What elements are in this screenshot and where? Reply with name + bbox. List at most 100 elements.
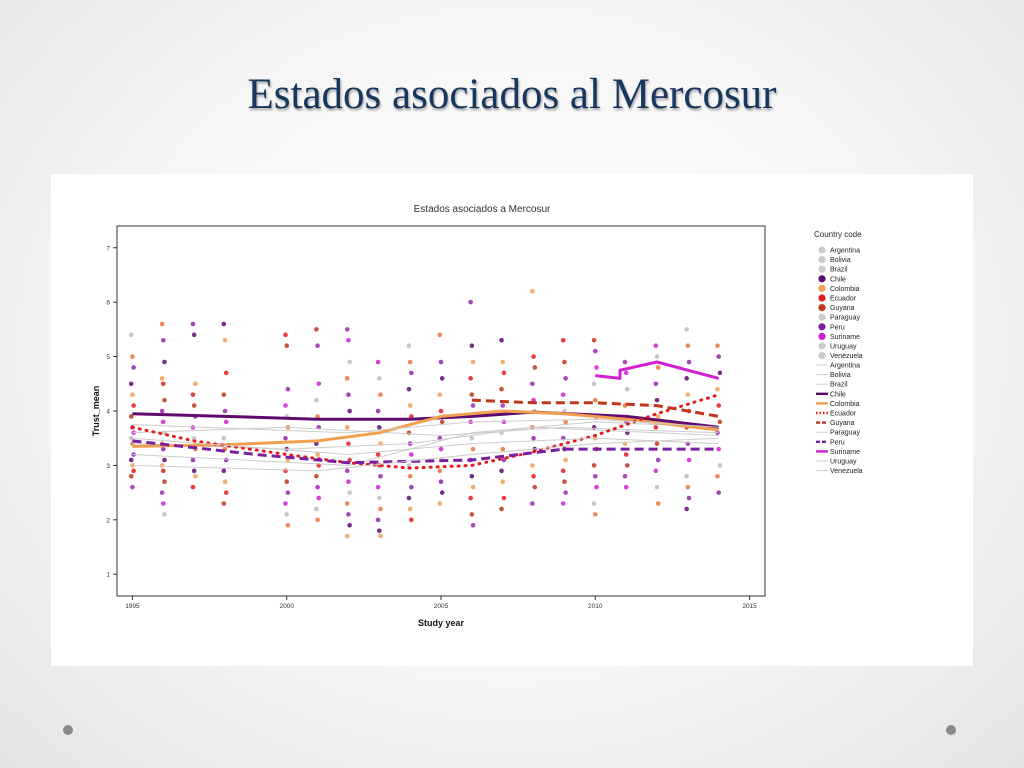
x-tick-label: 2010 (588, 603, 603, 610)
data-point (375, 517, 381, 523)
data-point (409, 517, 414, 523)
data-point (376, 528, 382, 534)
data-point (160, 446, 166, 452)
data-point (684, 327, 689, 332)
data-point (221, 321, 227, 327)
data-point (591, 425, 597, 430)
legend-point-argentina (818, 246, 826, 254)
slide-title: Estados asociados al Mercosur (247, 71, 777, 118)
data-point (684, 376, 689, 381)
nav-dot-left (63, 725, 73, 735)
data-point (130, 392, 135, 397)
data-point (532, 365, 538, 370)
legend-label: Venezuela (830, 468, 863, 475)
data-point (653, 425, 659, 430)
legend-label: Colombia (830, 286, 860, 293)
data-point (315, 484, 320, 490)
data-point (470, 522, 476, 528)
data-point (437, 468, 443, 474)
data-point (347, 522, 352, 528)
data-point (439, 490, 445, 495)
data-point (347, 490, 352, 495)
data-point (315, 517, 320, 523)
data-point (622, 359, 628, 365)
data-point (347, 408, 352, 414)
data-point (407, 473, 413, 479)
data-point (222, 337, 228, 343)
data-point (530, 463, 535, 468)
data-point (685, 484, 691, 490)
legend-label: Peru (830, 439, 845, 446)
data-point (314, 506, 319, 512)
data-point (501, 370, 507, 376)
trend-line-bolivia (132, 421, 719, 466)
data-point (160, 337, 166, 343)
axes: 1995 2000 2005 2010 2015 1 2 3 4 5 6 7 (106, 245, 757, 610)
data-point (347, 457, 352, 463)
legend-label: Venezuela (830, 353, 863, 360)
data-point (378, 473, 383, 479)
data-point (437, 332, 443, 338)
legend-label: Ecuador (830, 411, 857, 418)
data-point (470, 403, 476, 408)
data-point (654, 441, 660, 446)
data-point (591, 463, 597, 468)
legend-point-chile (818, 275, 826, 283)
data-point (501, 419, 507, 425)
legend-label: Argentina (830, 363, 860, 370)
legend-point-uruguay (818, 342, 826, 350)
nav-dot-right (946, 725, 956, 735)
data-point (162, 397, 167, 403)
data-point (439, 376, 445, 381)
data-point (222, 479, 228, 485)
data-point (625, 386, 630, 392)
data-point (128, 332, 134, 338)
data-point (594, 484, 599, 490)
data-point (190, 392, 196, 397)
legend-label: Chile (830, 276, 846, 283)
legend-label: Ecuador (830, 296, 857, 303)
trend-line-uruguay (132, 418, 719, 434)
data-point (715, 386, 720, 392)
data-point (655, 414, 661, 419)
legend-label: Chile (830, 391, 846, 398)
data-point (500, 359, 506, 365)
data-point (685, 343, 691, 349)
data-point (314, 473, 319, 479)
data-point (563, 419, 568, 425)
trend-line-paraguay (132, 437, 719, 455)
data-point (128, 457, 134, 463)
data-point (715, 343, 720, 349)
data-point (469, 343, 475, 349)
legend-label: Colombia (830, 401, 860, 408)
data-point (409, 370, 414, 376)
legend-label: Paraguay (830, 430, 860, 437)
data-point (530, 288, 535, 294)
data-point (284, 479, 290, 485)
data-point (223, 370, 229, 376)
data-point (221, 392, 227, 397)
data-point (223, 419, 229, 425)
data-point (190, 321, 196, 327)
data-point (375, 484, 381, 490)
legend-label: Guyana (830, 420, 855, 427)
data-point (346, 337, 351, 343)
data-point (314, 397, 319, 403)
trust-chart: Estados asociados a Mercosur Study year … (91, 204, 863, 628)
data-point (716, 490, 722, 495)
x-axis-label: Study year (418, 618, 465, 628)
data-point (159, 490, 165, 495)
legend-label: Uruguay (830, 344, 857, 351)
legend-point-colombia (818, 284, 826, 292)
data-point (654, 484, 660, 490)
data-point (159, 376, 165, 381)
data-point (193, 473, 198, 479)
data-point (407, 506, 413, 512)
data-point (530, 501, 535, 506)
data-point (285, 490, 291, 495)
data-point (717, 419, 723, 425)
data-point (344, 425, 350, 430)
data-point (283, 435, 288, 441)
data-point (221, 435, 227, 441)
data-point (469, 392, 475, 397)
